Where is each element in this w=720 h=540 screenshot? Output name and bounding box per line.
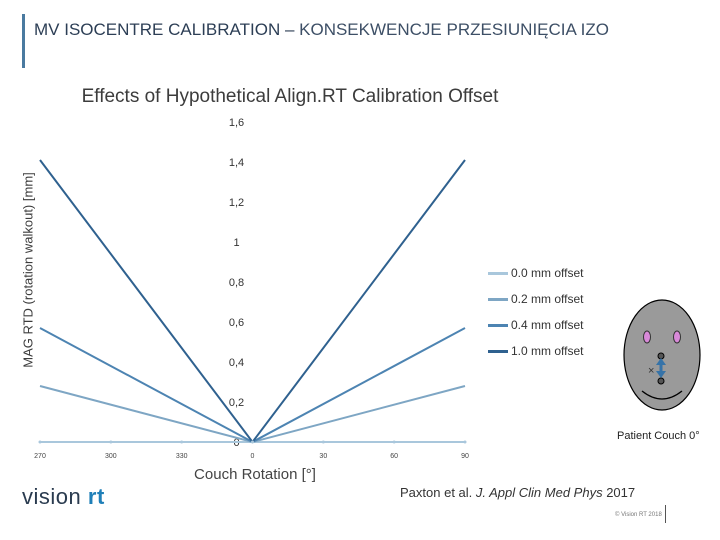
- y-tick-label: 1,4: [229, 157, 244, 169]
- logo-text-n: n: [68, 484, 82, 509]
- x-axis-label: Couch Rotation [°]: [194, 466, 316, 483]
- offset-arrow-head-up: [656, 358, 666, 365]
- copyright-divider: [665, 505, 666, 523]
- legend-label: 1.0 mm offset: [511, 344, 584, 358]
- cross-marker: ×: [648, 365, 654, 377]
- slide-title: MV ISOCENTRE CALIBRATION – KONSEKWENCJE …: [34, 18, 634, 42]
- series-point: [321, 440, 325, 444]
- logo-text-visi: visi: [22, 484, 56, 509]
- series-line: [39, 327, 466, 444]
- series-point: [251, 440, 254, 444]
- slide-title-part1: MV ISOCENTRE CALIBRATION –: [34, 20, 295, 39]
- x-tick-label: 270: [34, 453, 46, 460]
- offset-arrow-head-down: [656, 371, 666, 378]
- series-point: [180, 440, 184, 444]
- series-line: [39, 385, 466, 444]
- citation-author: Paxton et al.: [400, 485, 476, 500]
- copyright-text: © Vision RT 2018: [615, 512, 662, 518]
- series-point: [463, 440, 467, 444]
- x-tick-label: 90: [461, 453, 469, 460]
- legend-label: 0.0 mm offset: [511, 266, 584, 280]
- legend-item: 1.0 mm offset: [488, 338, 583, 364]
- legend-swatch: [488, 323, 508, 327]
- legend-swatch: [488, 349, 508, 353]
- legend-label: 0.4 mm offset: [511, 318, 584, 332]
- y-tick-label: 0,2: [229, 397, 244, 409]
- left-eye-marker: [643, 330, 651, 344]
- legend-item: 0.2 mm offset: [488, 286, 583, 312]
- y-tick-label: 1,6: [229, 117, 244, 129]
- x-tick-label: 300: [105, 453, 117, 460]
- vision-rt-logo: vision rt: [22, 484, 105, 510]
- citation-year: 2017: [602, 485, 636, 500]
- series-line: [39, 159, 466, 444]
- x-tick-label: 330: [176, 453, 188, 460]
- patient-mouth: [641, 390, 683, 400]
- chart-title: Effects of Hypothetical Align.RT Calibra…: [81, 86, 499, 107]
- series-point: [392, 440, 396, 444]
- y-tick-label: 1: [233, 237, 239, 249]
- legend-swatch: [488, 271, 508, 275]
- legend-swatch: [488, 297, 508, 301]
- y-tick-label: 0,6: [229, 317, 244, 329]
- legend-label: 0.2 mm offset: [511, 292, 584, 306]
- chart-legend: 0.0 mm offset 0.2 mm offset 0.4 mm offset 1…: [488, 260, 583, 364]
- y-tick-label: 0,8: [229, 277, 244, 289]
- x-tick-label: 0: [251, 453, 255, 460]
- series-point: [109, 440, 113, 444]
- citation-journal: J. Appl Clin Med Phys: [475, 485, 603, 500]
- patient-couch-diagram: ×: [623, 299, 701, 411]
- y-tick-label: 1,2: [229, 197, 244, 209]
- logo-text-o: o: [55, 484, 69, 509]
- legend-item: 0.0 mm offset: [488, 260, 583, 286]
- title-accent-bar: [22, 14, 25, 68]
- series-point: [38, 440, 42, 444]
- x-tick-label: 60: [390, 453, 398, 460]
- slide-title-part2: KONSEKWENCJE PRZESIUNIĘCIA IZO: [294, 20, 609, 39]
- citation: Paxton et al. J. Appl Clin Med Phys 2017: [400, 484, 635, 501]
- legend-item: 0.4 mm offset: [488, 312, 583, 338]
- right-eye-marker: [673, 330, 681, 344]
- x-tick-label: 30: [319, 453, 327, 460]
- patient-couch-label: Patient Couch 0°: [617, 430, 700, 442]
- y-tick-label: 0,4: [229, 357, 244, 369]
- isocentre-dot-bottom: [657, 377, 665, 385]
- logo-text-rt: rt: [87, 484, 105, 509]
